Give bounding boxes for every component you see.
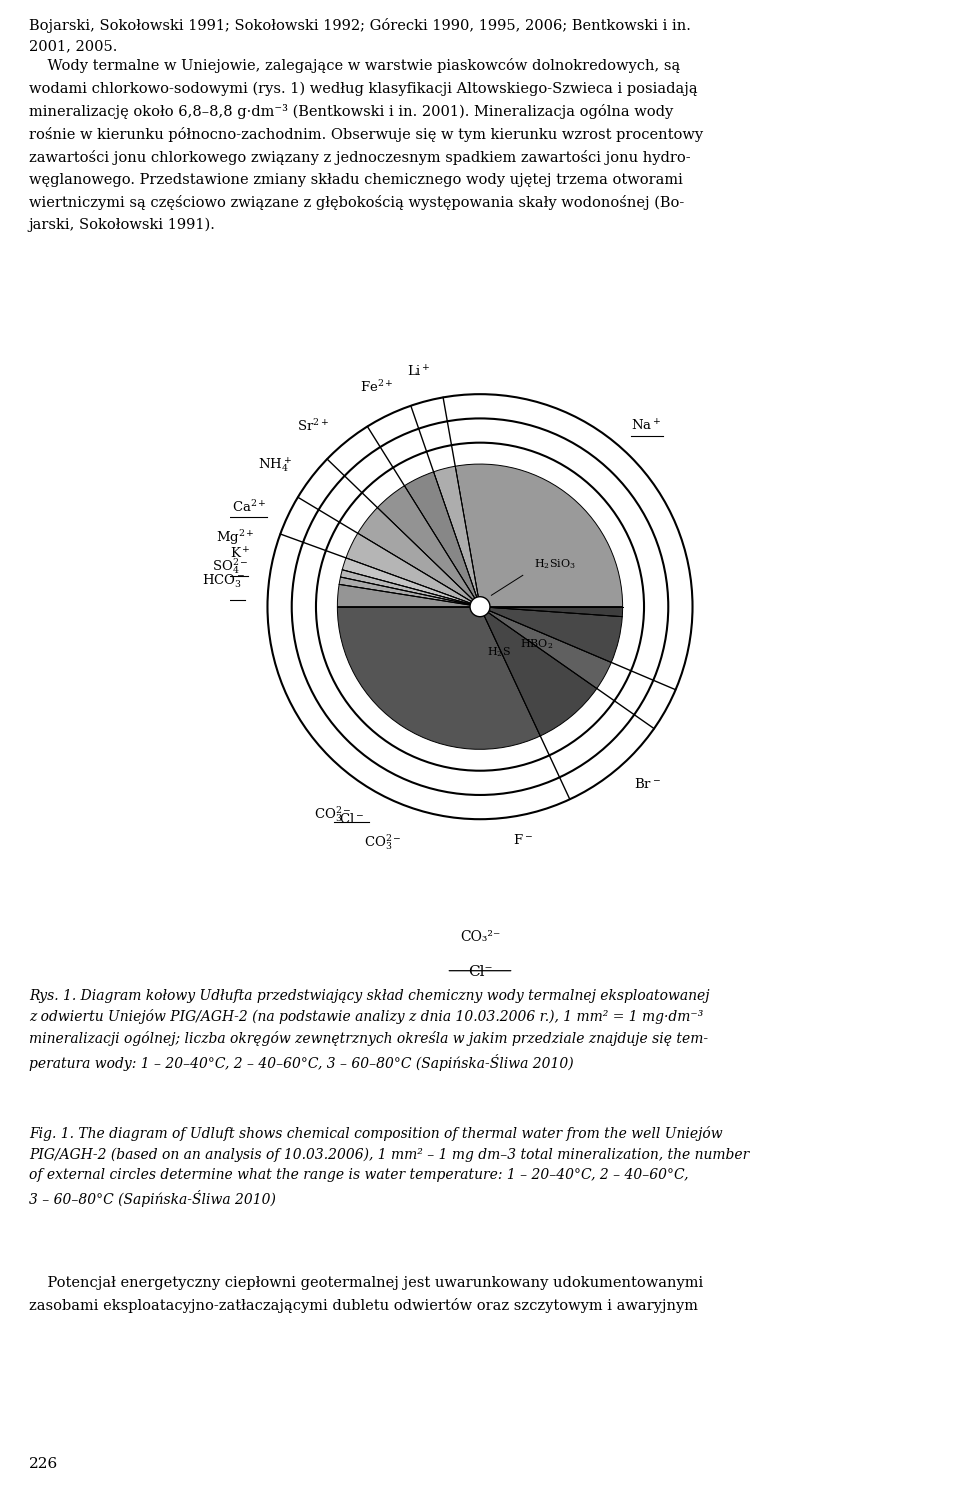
Text: $\mathregular{F^-}$: $\mathregular{F^-}$ [513,833,533,846]
Wedge shape [480,607,623,617]
Wedge shape [480,607,622,662]
Text: Rys. 1. Diagram kołowy Udłufta przedstwiający skład chemiczny wody termalnej eks: Rys. 1. Diagram kołowy Udłufta przedstwi… [29,989,709,1071]
Wedge shape [341,569,480,607]
Wedge shape [434,466,480,607]
Circle shape [470,596,490,617]
Wedge shape [337,584,480,607]
Text: $\mathregular{H_2S}$: $\mathregular{H_2S}$ [487,646,511,659]
Text: $\mathregular{Fe^{2+}}$: $\mathregular{Fe^{2+}}$ [360,379,394,395]
Text: $\mathregular{NH_4^+}$: $\mathregular{NH_4^+}$ [258,455,292,475]
Text: $\mathregular{Ca^{2+}}$: $\mathregular{Ca^{2+}}$ [232,499,267,515]
Wedge shape [404,472,480,607]
Wedge shape [480,607,597,736]
Text: $\mathregular{Sr^{2+}}$: $\mathregular{Sr^{2+}}$ [297,418,328,434]
Wedge shape [342,557,480,607]
Text: $\mathregular{CO_3^{2-}}$: $\mathregular{CO_3^{2-}}$ [364,831,402,852]
Text: Potencjał energetyczny ciepłowni geotermalnej jest uwarunkowany udokumentowanymi: Potencjał energetyczny ciepłowni geoterm… [29,1276,703,1314]
Text: 226: 226 [29,1458,58,1471]
Text: $\mathregular{HBO_2}$: $\mathregular{HBO_2}$ [520,637,553,650]
Text: $\mathregular{Li^+}$: $\mathregular{Li^+}$ [407,364,431,379]
Text: $\mathregular{Na^+}$: $\mathregular{Na^+}$ [632,419,661,434]
Text: $\mathregular{Cl^-}$: $\mathregular{Cl^-}$ [339,812,364,827]
Text: CO₃²⁻: CO₃²⁻ [460,930,500,944]
Text: $\mathregular{SO_4^{2-}}$: $\mathregular{SO_4^{2-}}$ [212,556,249,575]
Text: $\mathregular{Mg^{2+}}$: $\mathregular{Mg^{2+}}$ [216,529,255,547]
Wedge shape [377,485,480,607]
Text: $\mathregular{Br^-}$: $\mathregular{Br^-}$ [635,777,661,791]
Text: $\mathregular{HCO_3^-}$: $\mathregular{HCO_3^-}$ [202,572,245,590]
Wedge shape [358,508,480,607]
Text: Wody termalne w Uniejowie, zalegające w warstwie piaskowców dolnokredowych, są
w: Wody termalne w Uniejowie, zalegające w … [29,58,703,232]
Text: $\mathregular{K^+}$: $\mathregular{K^+}$ [230,547,251,562]
Wedge shape [480,607,612,689]
Wedge shape [337,607,540,749]
Text: $\mathregular{CO_3^{2-}}$: $\mathregular{CO_3^{2-}}$ [314,804,351,824]
Text: $\mathregular{H_2SiO_3}$: $\mathregular{H_2SiO_3}$ [534,557,576,571]
Text: Bojarski, Sokołowski 1991; Sokołowski 1992; Górecki 1990, 1995, 2006; Bentkowski: Bojarski, Sokołowski 1991; Sokołowski 19… [29,18,690,54]
Wedge shape [346,533,480,607]
Text: Fig. 1. The diagram of Udluft shows chemical composition of thermal water from t: Fig. 1. The diagram of Udluft shows chem… [29,1126,749,1207]
Text: Cl⁻: Cl⁻ [468,965,492,978]
Wedge shape [455,464,623,607]
Wedge shape [339,577,480,607]
